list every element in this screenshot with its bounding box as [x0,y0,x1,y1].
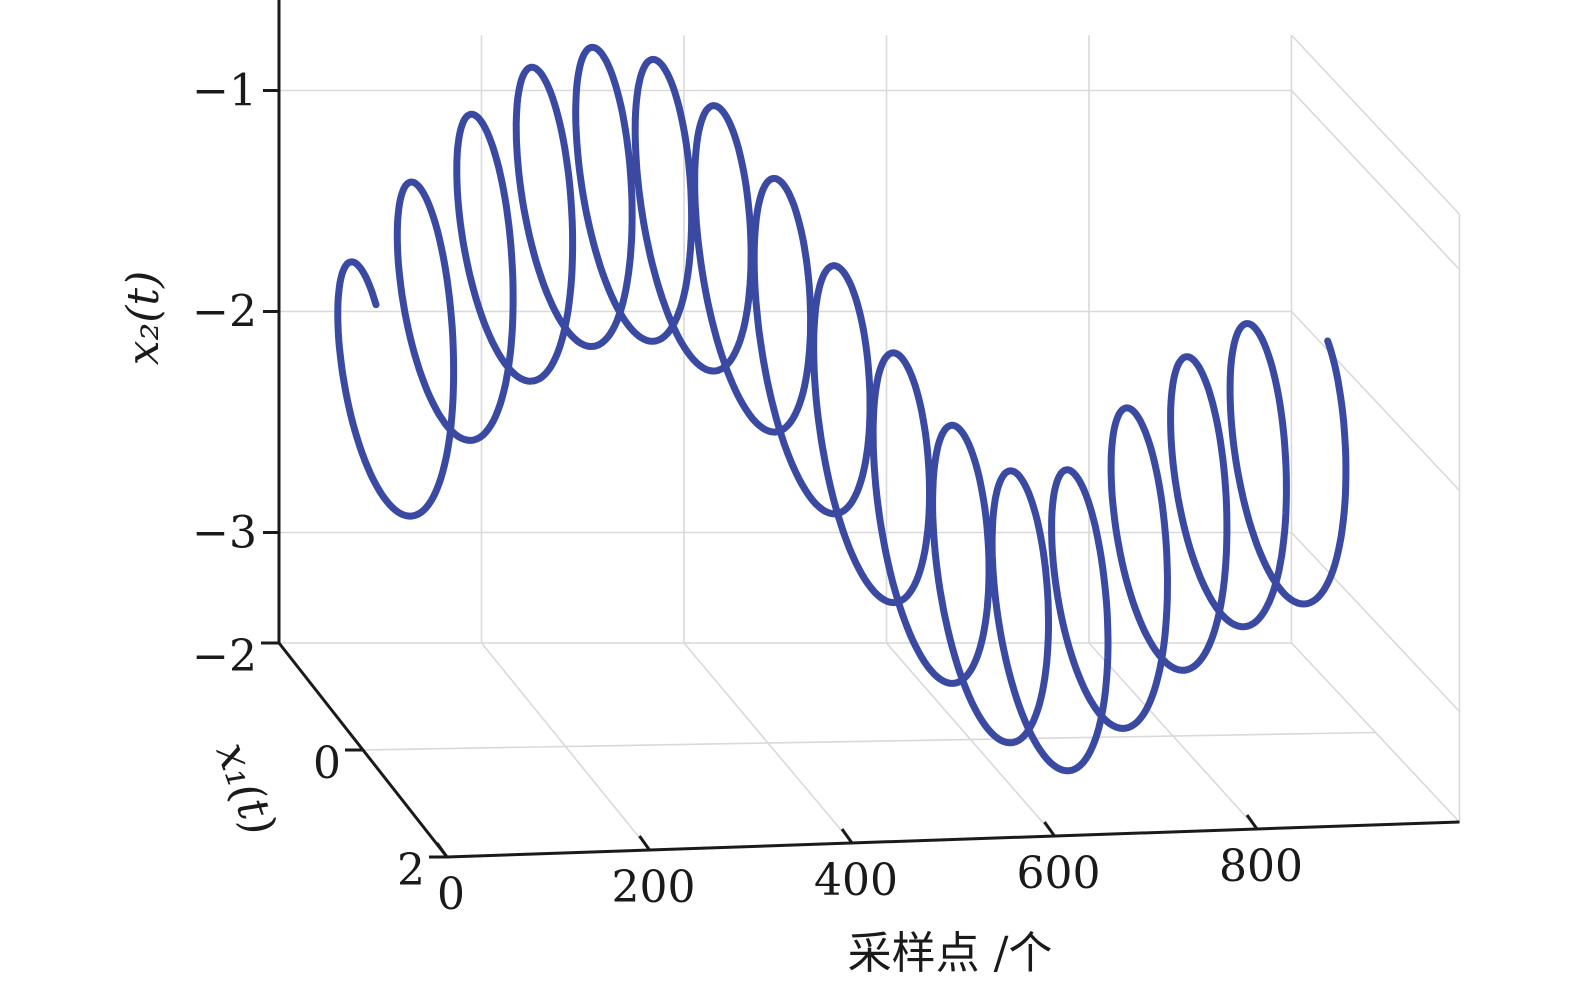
grid-line-right-wall [1290,531,1461,713]
x-tick-mark [840,828,854,844]
x-axis-title: 采样点 /个 [848,928,1053,979]
x-tick-label: 800 [1219,841,1303,892]
x-tick-label: 400 [814,855,898,906]
grid-line-floor-width [362,731,1376,751]
grid-line-right-wall [1290,89,1461,271]
y-tick-label: −2 [192,631,257,682]
x-tick-label: 600 [1017,848,1101,899]
tick-labels: −1−2−320−20 200 400 600 800 [192,66,1303,921]
axes [261,0,1460,859]
grid-line-right-wall [1290,34,1461,215]
y-tick-label: 0 [313,738,341,789]
x-tick-mark [1245,814,1259,830]
grid-line-right-wall [1290,310,1461,492]
grid-lines [278,34,1461,851]
y-tick-label: 2 [397,845,425,896]
x-tick-mark [638,835,651,851]
z-tick-label: −3 [192,508,257,559]
x-tick-mark [1043,821,1056,837]
series-layer [334,43,1350,775]
z-tick-label: −1 [192,66,257,117]
x-tick-label: 0 [437,869,465,920]
x-axis-line [446,820,1460,859]
x-tick-label: 200 [612,862,696,913]
y-axis-title: x₁(t) [206,736,286,842]
x-tick-mark [435,842,449,858]
z-axis-title: x₂(t) [118,271,169,365]
helix-series-line [334,43,1350,775]
z-tick-label: −2 [192,287,257,338]
